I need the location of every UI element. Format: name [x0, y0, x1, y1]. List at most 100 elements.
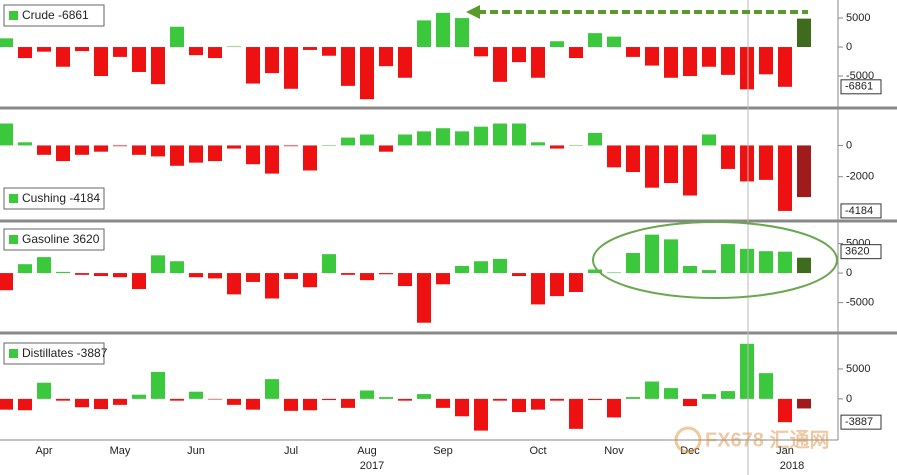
- bar: [531, 273, 545, 305]
- bar: [474, 261, 488, 274]
- bar: [284, 47, 298, 89]
- year-label: 2018: [780, 460, 804, 472]
- bar: [417, 20, 431, 48]
- bar: [455, 398, 469, 417]
- bar: [474, 398, 488, 431]
- legend-label: Gasoline 3620: [22, 232, 100, 246]
- legend-swatch: [9, 349, 18, 358]
- bar: [702, 270, 716, 274]
- bar: [645, 145, 659, 188]
- bar: [398, 47, 412, 78]
- bar: [284, 145, 298, 147]
- bar: [797, 257, 811, 274]
- bar: [151, 47, 165, 85]
- bar: [341, 137, 355, 146]
- bar: [455, 265, 469, 274]
- bar: [626, 397, 640, 399]
- bar: [151, 145, 165, 157]
- y-tick-label: 0: [846, 393, 852, 405]
- bar: [170, 145, 184, 166]
- bar: [721, 244, 735, 274]
- y-tick-label: 0: [846, 41, 852, 53]
- bar: [56, 47, 70, 67]
- bar: [189, 47, 203, 56]
- bar: [759, 373, 773, 399]
- bar: [645, 381, 659, 399]
- x-tick-label: Nov: [604, 445, 624, 457]
- y-tick-label: 0: [846, 139, 852, 151]
- bar: [797, 145, 811, 198]
- bar: [265, 379, 279, 399]
- bar: [702, 394, 716, 399]
- bar: [607, 145, 621, 168]
- bar: [303, 398, 317, 411]
- bar: [569, 145, 583, 146]
- bar: [151, 255, 165, 274]
- bar: [322, 254, 336, 274]
- bar: [208, 47, 222, 59]
- legend-swatch: [9, 11, 18, 20]
- bar: [303, 273, 317, 288]
- bar: [436, 12, 450, 48]
- bar: [246, 273, 260, 282]
- y-tick-label: -2000: [846, 171, 874, 183]
- bar: [360, 390, 374, 399]
- bar: [265, 145, 279, 174]
- bar: [493, 123, 507, 146]
- legend-label: Cushing -4184: [22, 191, 100, 205]
- bar: [113, 145, 127, 147]
- x-tick-label: Oct: [529, 445, 546, 457]
- bar: [18, 142, 32, 146]
- x-tick-label: Jun: [187, 445, 205, 457]
- bar: [113, 273, 127, 278]
- legend-label: Distillates -3887: [22, 346, 108, 360]
- bar: [189, 273, 203, 278]
- bar: [626, 252, 640, 274]
- bar: [208, 398, 222, 400]
- bar: [37, 47, 51, 52]
- bar: [740, 47, 754, 90]
- bar: [360, 134, 374, 146]
- bar: [265, 47, 279, 74]
- bar: [512, 47, 526, 63]
- x-tick-label: Dec: [680, 445, 700, 457]
- bar: [322, 398, 336, 401]
- bar: [474, 47, 488, 57]
- bar: [683, 47, 697, 77]
- x-tick-label: Jul: [284, 445, 298, 457]
- latest-tag-box: [840, 414, 882, 430]
- bar: [493, 398, 507, 401]
- bar: [417, 394, 431, 399]
- bar: [284, 398, 298, 411]
- bar: [664, 388, 678, 399]
- y-tick-label: -5000: [846, 70, 874, 82]
- bar: [455, 131, 469, 146]
- bar: [75, 398, 89, 408]
- bar: [721, 145, 735, 169]
- bar: [626, 145, 640, 173]
- latest-tag-box: [840, 244, 882, 260]
- bar: [360, 273, 374, 281]
- bar: [569, 47, 583, 59]
- bar: [607, 398, 621, 418]
- bar: [721, 391, 735, 399]
- bar: [37, 382, 51, 399]
- bar: [398, 398, 412, 401]
- bar: [113, 47, 127, 57]
- bar: [75, 47, 89, 52]
- bar: [227, 46, 241, 48]
- bar: [227, 398, 241, 405]
- bar: [607, 36, 621, 48]
- bar: [550, 398, 564, 401]
- bar: [683, 145, 697, 196]
- bar: [398, 134, 412, 146]
- bar: [436, 128, 450, 146]
- legend-box: [3, 228, 105, 251]
- latest-tag-box: [840, 79, 882, 95]
- bar: [493, 258, 507, 274]
- bar: [303, 145, 317, 171]
- bar: [37, 257, 51, 274]
- bar: [740, 145, 754, 182]
- bar: [759, 145, 773, 180]
